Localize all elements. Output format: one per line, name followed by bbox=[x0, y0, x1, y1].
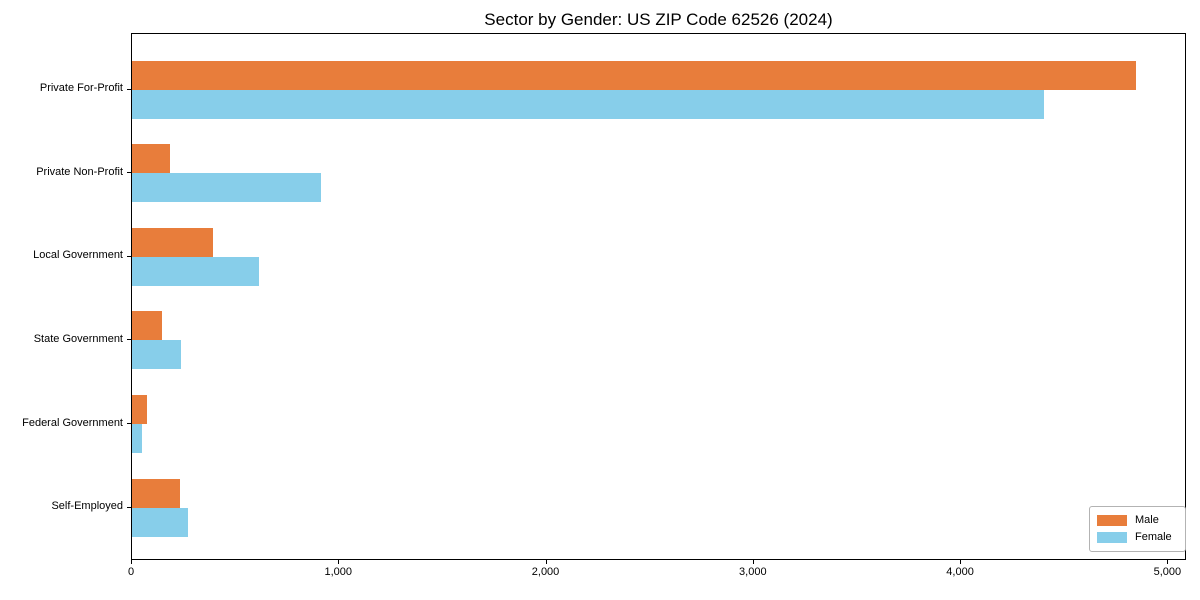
legend-item-female: Female bbox=[1097, 529, 1178, 546]
x-tick-label-0: 0 bbox=[127, 566, 135, 578]
legend-swatch-female bbox=[1097, 532, 1127, 543]
legend-label-male: Male bbox=[1135, 514, 1159, 526]
bar-male-local-government bbox=[132, 227, 213, 257]
x-tick-3000 bbox=[752, 560, 754, 564]
y-tick-label-state-government: State Government bbox=[33, 332, 123, 345]
x-tick-0 bbox=[131, 560, 132, 564]
legend-item-male: Male bbox=[1097, 512, 1178, 529]
y-tick-label-self-employed: Self-Employed bbox=[51, 500, 123, 513]
legend-label-female: Female bbox=[1135, 531, 1172, 543]
bar-male-state-government bbox=[132, 311, 163, 341]
y-tick-label-federal-government: Federal Government bbox=[22, 416, 123, 429]
x-tick-2000 bbox=[545, 560, 547, 564]
legend: Male Female bbox=[1089, 506, 1186, 552]
plot-area bbox=[131, 33, 1186, 560]
bar-male-federal-government bbox=[132, 395, 147, 425]
y-tick-label-private-for-profit: Private For-Profit bbox=[39, 82, 123, 94]
x-tick-1000 bbox=[338, 560, 340, 564]
y-tick-private-non-profit bbox=[127, 172, 131, 174]
x-tick-label-1000: 1,000 bbox=[324, 566, 353, 578]
x-tick-4000 bbox=[960, 560, 962, 564]
bar-female-federal-government bbox=[132, 424, 143, 454]
x-tick-label-4000: 4,000 bbox=[946, 566, 974, 578]
bar-female-state-government bbox=[132, 340, 181, 370]
x-tick-5000 bbox=[1167, 560, 1169, 564]
y-tick-label-local-government: Local Government bbox=[33, 249, 123, 262]
bar-female-private-for-profit bbox=[132, 89, 1044, 119]
y-tick-state-government bbox=[127, 339, 131, 341]
bar-male-private-non-profit bbox=[132, 144, 171, 174]
bar-female-local-government bbox=[132, 256, 260, 286]
chart-title: Sector by Gender: US ZIP Code 62526 (202… bbox=[484, 10, 833, 29]
x-tick-label-5000: 5,000 bbox=[1153, 566, 1182, 578]
y-tick-local-government bbox=[127, 255, 131, 257]
bar-female-self-employed bbox=[132, 507, 188, 537]
y-tick-self-employed bbox=[127, 506, 131, 508]
y-tick-label-private-non-profit: Private Non-Profit bbox=[36, 165, 123, 178]
y-tick-private-for-profit bbox=[127, 88, 131, 90]
x-tick-label-3000: 3,000 bbox=[739, 566, 767, 578]
bar-male-private-for-profit bbox=[132, 60, 1137, 90]
bar-female-private-non-profit bbox=[132, 173, 321, 203]
y-tick-federal-government bbox=[127, 423, 131, 425]
bar-male-self-employed bbox=[132, 478, 180, 508]
x-tick-label-2000: 2,000 bbox=[531, 566, 560, 578]
legend-swatch-male bbox=[1097, 515, 1127, 526]
